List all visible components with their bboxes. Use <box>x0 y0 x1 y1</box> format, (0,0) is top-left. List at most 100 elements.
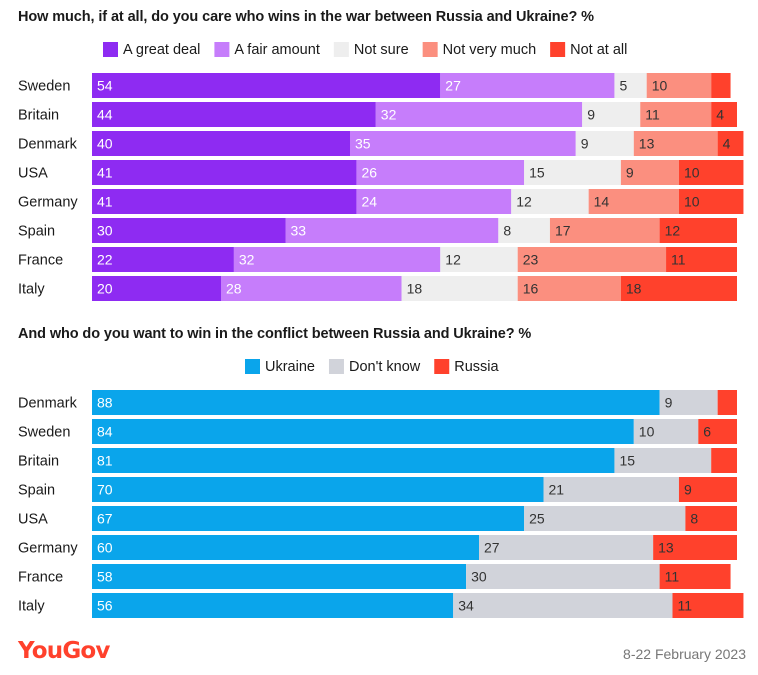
chart1-bar-sweden-not-sure <box>614 73 647 98</box>
chart2-data-label-germany-ukraine: 60 <box>97 540 113 556</box>
chart1-bar-britain-a-great-deal <box>92 102 376 127</box>
chart2-bar-denmark-russia <box>717 390 737 415</box>
survey-date: 8-22 February 2023 <box>623 646 746 662</box>
chart2-legend-label-ukraine: Ukraine <box>265 359 315 375</box>
chart2-category-label-usa: USA <box>18 512 48 528</box>
chart1-bar-usa-a-fair-amount <box>356 160 525 185</box>
yougov-logo: YouGov <box>18 638 110 664</box>
chart2-data-label-denmark-don-t-know: 9 <box>665 395 673 411</box>
chart1-bar-denmark-a-fair-amount <box>350 131 576 156</box>
chart2-bar-italy-russia <box>672 593 744 618</box>
chart1-category-label-sweden: Sweden <box>18 79 70 95</box>
chart1-data-label-britain-a-great-deal: 44 <box>97 107 113 123</box>
chart1-legend-label-not-sure: Not sure <box>354 42 409 58</box>
chart1-bar-sweden-a-great-deal <box>92 73 441 98</box>
chart1-data-label-italy-not-at-all: 18 <box>626 281 642 297</box>
chart1-bar-france-a-great-deal <box>92 247 234 272</box>
chart1-data-label-britain-not-at-all: 4 <box>716 107 724 123</box>
chart2-bar-italy-ukraine <box>92 593 454 618</box>
chart2-bar-usa-ukraine <box>92 506 525 531</box>
chart1-data-label-spain-not-at-all: 12 <box>665 223 681 239</box>
chart1-bar-sweden-not-very-much <box>646 73 712 98</box>
chart2-category-label-britain: Britain <box>18 454 59 470</box>
chart1-category-label-germany: Germany <box>18 195 78 211</box>
chart1-category-label-denmark: Denmark <box>18 137 78 153</box>
chart1-bar-italy-a-fair-amount <box>221 276 402 301</box>
chart2-legend-swatch-don-t-know <box>328 359 344 374</box>
chart1-bar-germany-a-great-deal <box>92 189 357 214</box>
chart2-bar-denmark-don-t-know <box>659 390 718 415</box>
chart2-bar-germany-ukraine <box>92 535 479 560</box>
chart2-category-label-france: France <box>18 570 63 586</box>
chart1-data-label-france-a-great-deal: 22 <box>97 252 113 268</box>
chart1-data-label-usa-not-very-much: 9 <box>626 165 634 181</box>
chart1-data-label-germany-not-very-much: 14 <box>594 194 610 210</box>
chart2-category-label-germany: Germany <box>18 541 78 557</box>
chart1-data-label-italy-a-great-deal: 20 <box>97 281 113 297</box>
chart1-data-label-germany-not-sure: 12 <box>516 194 532 210</box>
chart2-data-label-britain-ukraine: 81 <box>97 453 113 469</box>
chart1-category-label-spain: Spain <box>18 224 55 240</box>
chart1-data-label-denmark-not-sure: 9 <box>581 136 589 152</box>
chart1-bar-germany-not-very-much <box>588 189 679 214</box>
chart1-legend-swatch-a-fair-amount <box>214 42 230 57</box>
chart1-legend-label-a-fair-amount: A fair amount <box>234 42 319 58</box>
chart2-title: And who do you want to win in the confli… <box>18 326 532 342</box>
chart2-data-label-britain-don-t-know: 15 <box>619 453 635 469</box>
chart2-data-label-germany-russia: 13 <box>658 540 674 556</box>
chart1-legend-swatch-not-sure <box>333 42 349 57</box>
chart2-bar-spain-don-t-know <box>543 477 679 502</box>
chart1-legend-label-not-very-much: Not very much <box>443 42 536 58</box>
chart1-bar-france-not-at-all <box>666 247 737 272</box>
chart2-bar-britain-don-t-know <box>614 448 712 473</box>
chart2-data-label-usa-ukraine: 67 <box>97 511 113 527</box>
chart1-data-label-sweden-a-great-deal: 54 <box>97 78 113 94</box>
chart1-bar-usa-not-very-much <box>620 160 679 185</box>
chart1-bar-usa-not-sure <box>524 160 621 185</box>
chart1-data-label-france-not-at-all: 11 <box>671 252 686 268</box>
chart1-bar-spain-not-very-much <box>549 218 660 243</box>
chart1-data-label-italy-not-sure: 18 <box>407 281 423 297</box>
chart1-category-label-italy: Italy <box>18 282 45 298</box>
chart1-data-label-sweden-not-very-much: 10 <box>652 78 668 94</box>
chart1-data-label-denmark-a-great-deal: 40 <box>97 136 113 152</box>
chart1-data-label-germany-a-fair-amount: 24 <box>361 194 377 210</box>
chart1-data-label-spain-not-sure: 8 <box>503 223 511 239</box>
chart1-category-label-usa: USA <box>18 166 48 182</box>
chart2-data-label-sweden-russia: 6 <box>703 424 711 440</box>
chart1-data-label-usa-a-fair-amount: 26 <box>361 165 377 181</box>
chart1-data-label-france-a-fair-amount: 32 <box>239 252 255 268</box>
chart2-category-label-sweden: Sweden <box>18 425 70 441</box>
chart2-bar-germany-russia <box>653 535 737 560</box>
chart1-data-label-italy-a-fair-amount: 28 <box>226 281 242 297</box>
chart2-legend-swatch-ukraine <box>245 359 260 374</box>
chart1-data-label-spain-a-great-deal: 30 <box>97 223 113 239</box>
chart1-data-label-usa-not-at-all: 10 <box>684 165 700 181</box>
chart1-data-label-spain-not-very-much: 17 <box>555 223 571 239</box>
chart2-data-label-spain-don-t-know: 21 <box>549 482 565 498</box>
chart2-bar-sweden-ukraine <box>92 419 634 444</box>
chart2-bar-germany-don-t-know <box>479 535 654 560</box>
chart1-bar-spain-not-at-all <box>659 218 737 243</box>
chart1-data-label-denmark-not-at-all: 4 <box>723 136 731 152</box>
chart2-data-label-denmark-ukraine: 88 <box>97 395 113 411</box>
chart2-legend-swatch-russia <box>434 359 450 374</box>
chart2-data-label-germany-don-t-know: 27 <box>484 540 500 556</box>
chart1-bar-italy-not-sure <box>401 276 518 301</box>
chart1-data-label-sweden-a-fair-amount: 27 <box>445 78 461 94</box>
chart2-data-label-sweden-don-t-know: 10 <box>639 424 655 440</box>
chart1-data-label-italy-not-very-much: 16 <box>523 281 539 297</box>
chart1-data-label-britain-not-sure: 9 <box>587 107 595 123</box>
chart2-bar-spain-russia <box>678 477 737 502</box>
chart2-data-label-spain-ukraine: 70 <box>97 482 113 498</box>
chart1-legend-swatch-not-very-much <box>422 42 438 57</box>
chart2-bar-italy-don-t-know <box>453 593 673 618</box>
chart1-bar-denmark-not-very-much <box>633 131 718 156</box>
chart1-data-label-france-not-very-much: 23 <box>523 252 539 268</box>
chart1-data-label-britain-not-very-much: 11 <box>645 107 660 123</box>
chart1-bar-italy-a-great-deal <box>92 276 221 301</box>
chart1-title: How much, if at all, do you care who win… <box>18 9 594 25</box>
chart1-data-label-sweden-not-sure: 5 <box>619 78 627 94</box>
chart2-bar-denmark-ukraine <box>92 390 660 415</box>
